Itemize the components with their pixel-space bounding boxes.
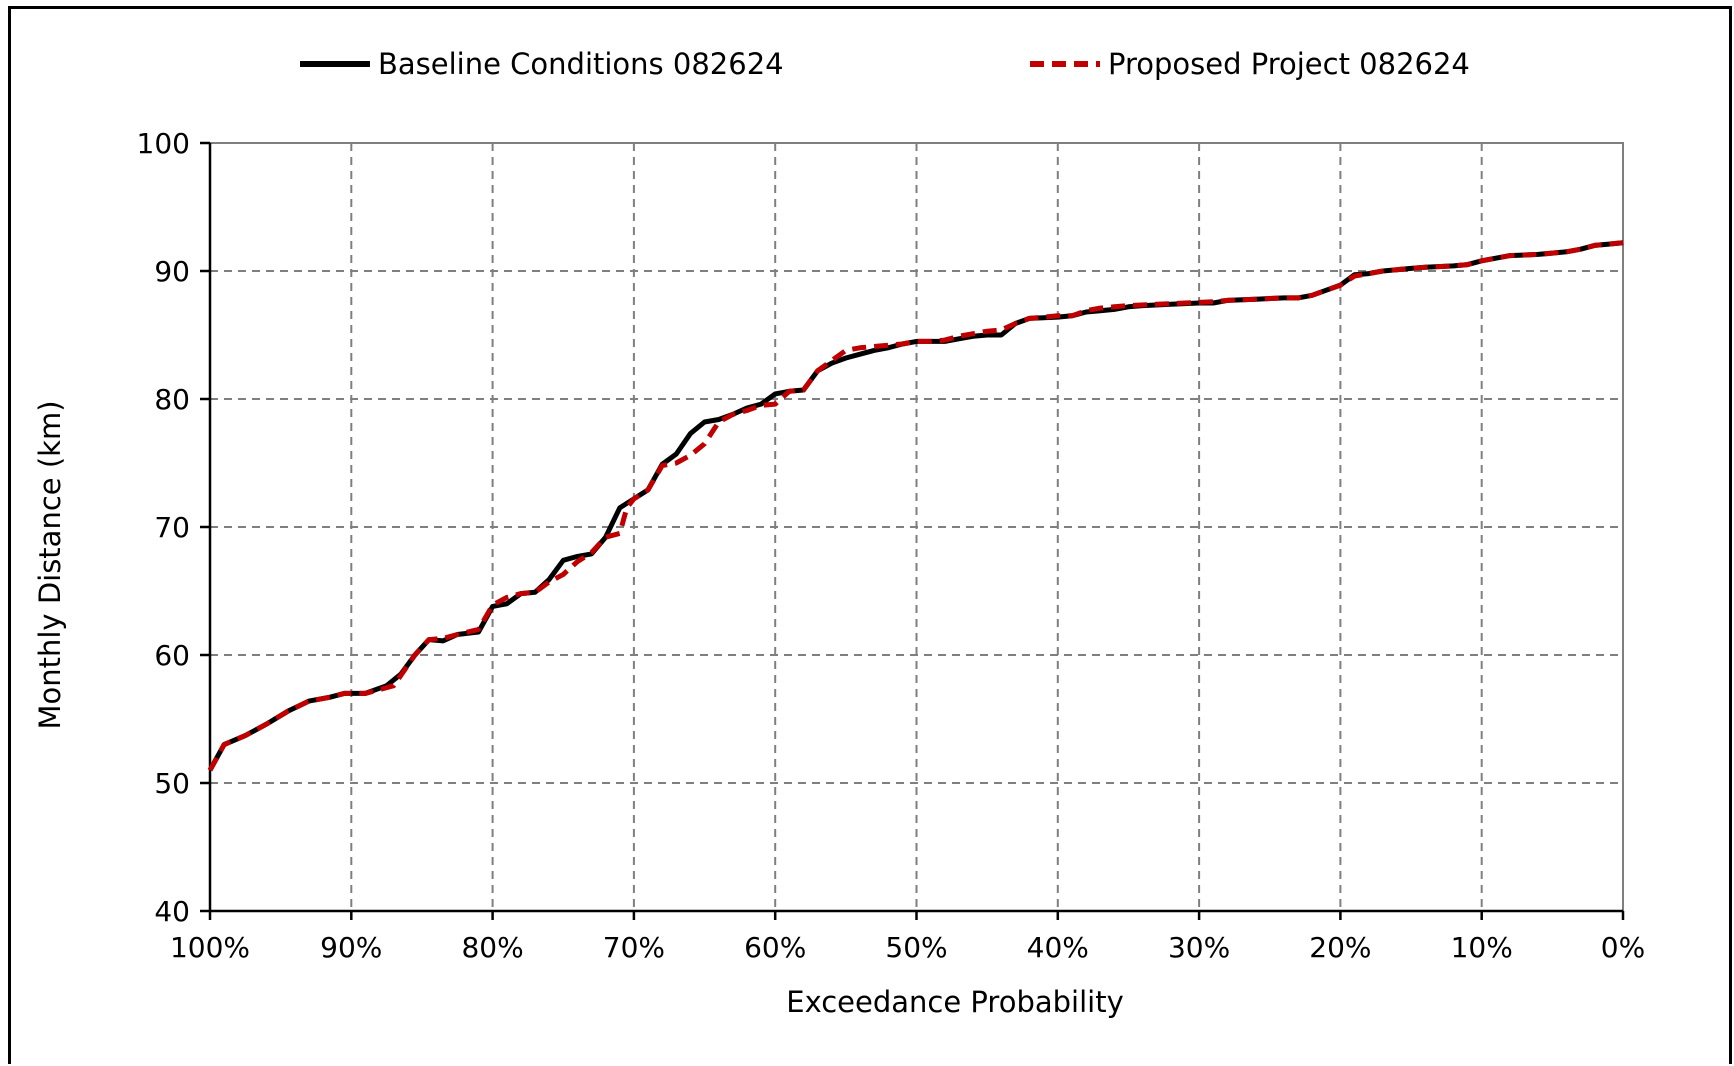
x-tick-label-90: 90%: [320, 931, 382, 964]
y-tick-label-90: 90: [154, 255, 190, 288]
legend: Baseline Conditions 082624 Proposed Proj…: [300, 47, 1470, 81]
y-tick-label-50: 50: [154, 767, 190, 800]
x-tick-label-20: 20%: [1309, 931, 1371, 964]
legend-label-baseline: Baseline Conditions 082624: [378, 47, 784, 81]
x-axis-ticks: 100% 90% 80% 70% 60% 50% 40% 30% 20% 10% 0%: [170, 911, 1645, 964]
y-tick-label-70: 70: [154, 511, 190, 544]
x-tick-label-0: 0%: [1601, 931, 1645, 964]
legend-label-proposed: Proposed Project 082624: [1108, 47, 1470, 81]
series-lines: [207, 240, 1624, 772]
x-axis-title: Exceedance Probability: [786, 985, 1123, 1019]
y-tick-label-100: 100: [137, 127, 190, 160]
chart-frame: [8, 6, 1732, 1064]
legend-item-proposed: Proposed Project 082624: [1030, 47, 1470, 81]
legend-item-baseline: Baseline Conditions 082624: [300, 47, 784, 81]
x-tick-label-40: 40%: [1027, 931, 1089, 964]
y-axis-ticks: 40 50 60 70 80 90 100: [137, 127, 210, 928]
y-tick-label-80: 80: [154, 383, 190, 416]
x-tick-label-60: 60%: [744, 931, 806, 964]
x-tick-label-70: 70%: [603, 931, 665, 964]
y-axis-title: Monthly Distance (km): [33, 400, 67, 729]
grid-lines: [210, 143, 1623, 911]
x-tick-label-50: 50%: [885, 931, 947, 964]
x-tick-label-30: 30%: [1168, 931, 1230, 964]
x-tick-label-10: 10%: [1451, 931, 1513, 964]
series-line-1: [207, 240, 1624, 772]
y-tick-label-40: 40: [154, 895, 190, 928]
x-tick-label-80: 80%: [461, 931, 523, 964]
x-tick-label-100: 100%: [170, 931, 250, 964]
y-tick-label-60: 60: [154, 639, 190, 672]
